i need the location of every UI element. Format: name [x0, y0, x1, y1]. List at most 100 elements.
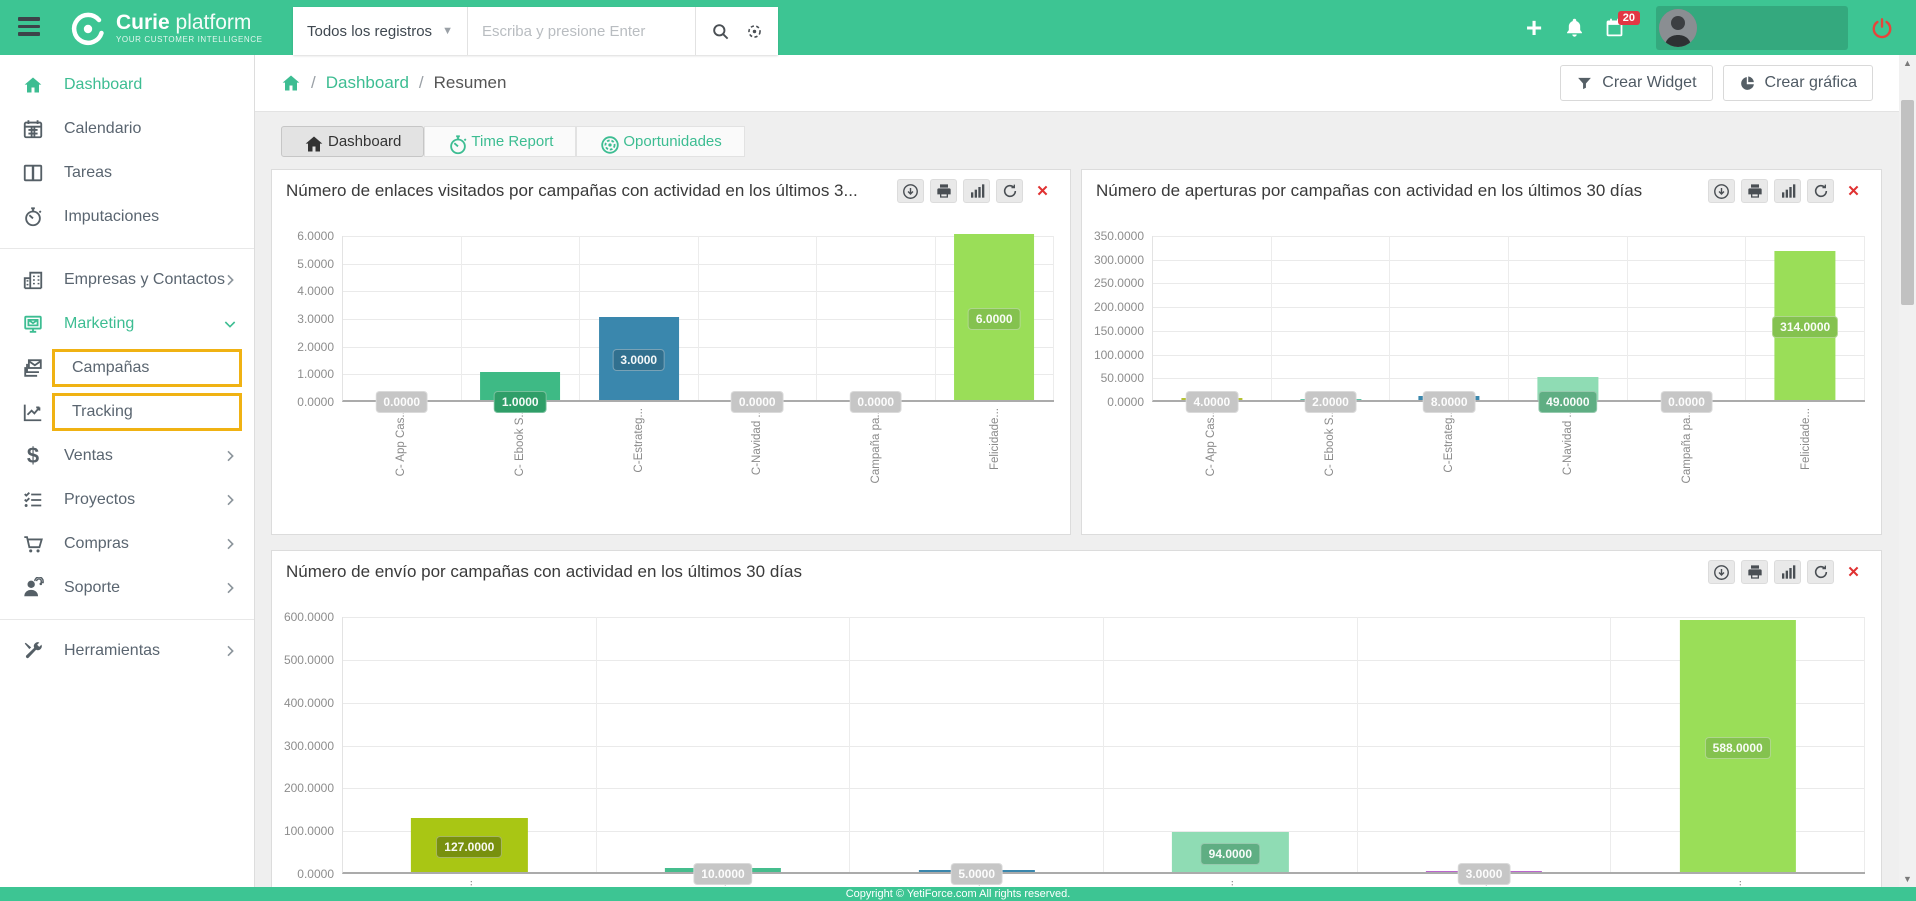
- scroll-down-icon[interactable]: ▼: [1903, 874, 1912, 884]
- brand-suffix: platform: [175, 11, 252, 34]
- copyright-text: Copyright © YetiForce.com All rights res…: [845, 888, 1071, 900]
- widget-title: Número de enlaces visitados por campañas…: [286, 181, 858, 200]
- widget-title: Número de aperturas por campañas con act…: [1096, 181, 1643, 200]
- widget-download-button[interactable]: [897, 179, 924, 203]
- bar-value-label: 0.0000: [1660, 391, 1713, 413]
- sidebar-item-calendario[interactable]: Calendario: [0, 107, 254, 151]
- widget-refresh-button[interactable]: [1807, 560, 1834, 584]
- hamburger-menu-icon[interactable]: [18, 17, 42, 37]
- plot-area: 0.0000 1.0000 3.0000 0.0000 0.0000 6.0000: [342, 234, 1054, 413]
- tab-dashboard[interactable]: Dashboard: [281, 126, 425, 157]
- tab-time-report[interactable]: Time Report: [424, 126, 577, 157]
- home-icon[interactable]: [281, 73, 301, 93]
- refresh-icon: [1813, 183, 1829, 199]
- widget-header: Número de envío por campañas con activid…: [272, 551, 1881, 593]
- breadcrumb: / Dashboard / Resumen: [281, 73, 1550, 93]
- widget-bar-chart-button[interactable]: [1774, 560, 1801, 584]
- y-axis-tick-label: 350.0000: [1093, 229, 1144, 243]
- scroll-up-icon[interactable]: ▲: [1903, 58, 1912, 68]
- breadcrumb-link-dashboard[interactable]: Dashboard: [325, 73, 409, 92]
- chevron-down-icon: ▼: [442, 25, 453, 37]
- user-menu[interactable]: [1656, 5, 1848, 50]
- sidebar-item-dashboard[interactable]: Dashboard: [0, 63, 254, 107]
- create-widget-button[interactable]: Crear Widget: [1560, 65, 1713, 101]
- sidebar-item-marketing[interactable]: Marketing: [0, 302, 254, 346]
- widget-print-button[interactable]: [930, 179, 957, 203]
- bar-value-label: 3.0000: [612, 349, 666, 371]
- x-axis-category-label: C- App Cas...: [463, 880, 475, 887]
- widget-print-button[interactable]: [1741, 179, 1768, 203]
- sidebar-item-soporte[interactable]: Soporte: [0, 566, 254, 610]
- sidebar-item-proyectos[interactable]: Proyectos: [0, 478, 254, 522]
- sidebar-item-imputaciones[interactable]: Imputaciones: [0, 195, 254, 239]
- bar-chart: 350.0000 300.0000 250.0000 200.0000 150.0000…: [1082, 212, 1881, 498]
- search-scope-dropdown[interactable]: Todos los registros ▼: [293, 7, 468, 55]
- widget-close-button[interactable]: ✕: [1029, 179, 1056, 203]
- chevron-right-icon: [222, 272, 238, 288]
- scrollbar-thumb[interactable]: [1901, 100, 1914, 305]
- sidebar-item-label: Empresas y Contactos: [64, 271, 225, 288]
- search-input[interactable]: [467, 7, 695, 55]
- sidebar-nav: Dashboard Calendario Tareas Imputaciones Emp…: [0, 55, 255, 887]
- x-axis-category-label: C- Ebook S...: [1324, 408, 1337, 477]
- widget-bar-chart-button[interactable]: [963, 179, 990, 203]
- home-icon: [20, 72, 46, 98]
- crosshair-icon[interactable]: [740, 17, 768, 45]
- widget-refresh-button[interactable]: [996, 179, 1023, 203]
- curie-logo-icon: [68, 8, 108, 48]
- sidebar-item-label: Tracking: [72, 403, 133, 420]
- mail-stack-icon: [20, 355, 46, 381]
- sidebar-item-label: Campañas: [72, 359, 150, 376]
- y-axis-tick-label: 200.0000: [1093, 300, 1144, 315]
- widget-download-button[interactable]: [1708, 560, 1735, 584]
- sidebar-item-empresas-y-contactos[interactable]: Empresas y Contactos: [0, 258, 254, 302]
- search-icon[interactable]: [706, 17, 734, 45]
- notifications-bell-icon[interactable]: [1554, 8, 1594, 48]
- widget-print-button[interactable]: [1741, 560, 1768, 584]
- widget-close-button[interactable]: ✕: [1840, 560, 1867, 584]
- bar-value-label: 0.0000: [849, 391, 903, 413]
- sidebar-item-ventas[interactable]: $ Ventas: [0, 434, 254, 478]
- bar-group: 0.0000: [817, 236, 936, 413]
- sidebar-item-campanas[interactable]: Campañas: [0, 346, 254, 390]
- bar-chart-icon: [1780, 183, 1796, 199]
- bar-group: 0.0000: [699, 236, 817, 413]
- bar-chart: 600.0000 500.0000 400.0000 300.0000 200.0000…: [272, 593, 1881, 887]
- sidebar-item-label: Soporte: [64, 579, 121, 596]
- widget-bar-chart-button[interactable]: [1774, 179, 1801, 203]
- bar-value-label: 94.0000: [1200, 843, 1261, 865]
- sidebar-item-herramientas[interactable]: Herramientas: [0, 629, 254, 673]
- sidebar-divider: [0, 248, 254, 249]
- download-icon: [1713, 183, 1730, 200]
- breadcrumb-separator: /: [311, 73, 316, 92]
- sidebar-item-tareas[interactable]: Tareas: [0, 151, 254, 195]
- checklist-icon: [20, 487, 46, 513]
- widget-close-button[interactable]: ✕: [1840, 179, 1867, 203]
- y-axis-tick-label: 250.0000: [1093, 276, 1144, 291]
- tab-oportunidades[interactable]: Oportunidades: [576, 126, 745, 157]
- widget-header: Número de aperturas por campañas con act…: [1082, 170, 1881, 212]
- bar-chart: 6.0000 5.0000 4.0000 3.0000 2.0000 1.0000 0.00…: [272, 212, 1070, 498]
- create-chart-button[interactable]: Crear gráfica: [1722, 65, 1873, 101]
- bar-chart-icon: [1780, 564, 1796, 580]
- tab-label: Time Report: [471, 133, 554, 150]
- cart-icon: [20, 531, 46, 557]
- sidebar-item-label: Dashboard: [64, 76, 143, 93]
- x-axis-category-label: Felicidade...: [1799, 408, 1812, 471]
- bar-value-label: 4.0000: [1185, 391, 1239, 413]
- widget-download-button[interactable]: [1708, 179, 1735, 203]
- quick-create-icon[interactable]: +: [1525, 11, 1543, 43]
- page-scrollbar[interactable]: ▲ ▼: [1899, 55, 1916, 887]
- calendar-reminders-icon[interactable]: 20: [1594, 8, 1640, 48]
- footer: Copyright © YetiForce.com All rights res…: [0, 887, 1916, 901]
- x-axis-category-label: C-Navidad ...: [1224, 880, 1236, 887]
- y-axis-tick-label: 500.0000: [283, 652, 334, 667]
- logout-power-icon[interactable]: [1862, 8, 1902, 48]
- y-axis-tick-label: 100.0000: [1093, 347, 1144, 362]
- widget-refresh-button[interactable]: [1807, 179, 1834, 203]
- sidebar-item-compras[interactable]: Compras: [0, 522, 254, 566]
- sidebar-item-label: Calendario: [64, 120, 142, 137]
- close-icon: ✕: [1036, 183, 1049, 200]
- sidebar-item-tracking[interactable]: Tracking: [0, 390, 254, 434]
- building-icon: [20, 267, 46, 293]
